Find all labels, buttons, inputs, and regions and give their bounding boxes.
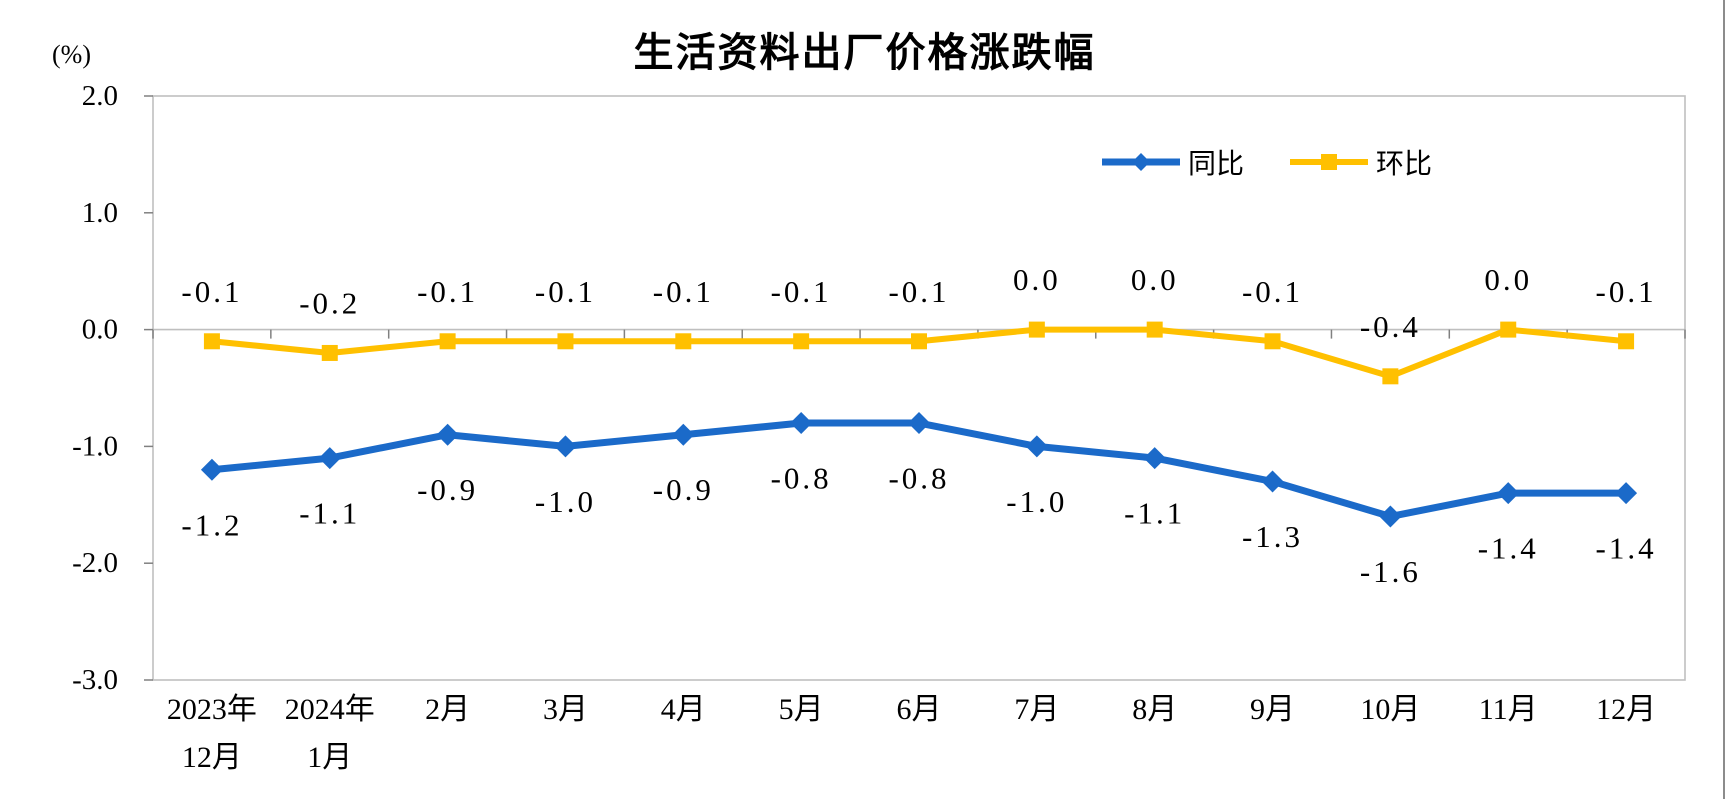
x-axis-category-label: 10月 — [1360, 693, 1420, 726]
plot-border — [152, 95, 1686, 681]
mom-data-point-11 — [1500, 321, 1517, 338]
yoy-data-point-1 — [318, 447, 341, 470]
x-axis-category-label: 3月 — [543, 693, 588, 726]
legend-item-yoy: 同比 — [1100, 142, 1244, 182]
x-axis-category-label: 9月 — [1250, 693, 1295, 726]
mom-data-point-7 — [1028, 321, 1045, 338]
x-axis-category-label: 6月 — [897, 693, 942, 726]
yoy-data-point-8 — [1143, 447, 1166, 470]
mom-data-label-9: -0.1 — [1242, 274, 1303, 309]
yoy-line-diamond-icon — [1102, 153, 1180, 171]
mom-data-label-6: -0.1 — [888, 274, 949, 309]
x-axis-category-label: 2023年 — [167, 693, 257, 726]
mom-data-label-11: 0.0 — [1484, 262, 1532, 297]
yoy-data-point-9 — [1261, 470, 1284, 493]
yoy-data-point-2 — [436, 423, 459, 446]
x-axis-category-label: 12月 — [1596, 693, 1656, 726]
legend-label-mom: 环比 — [1376, 148, 1433, 179]
mom-data-label-10: -0.4 — [1360, 309, 1421, 344]
mom-data-point-5 — [793, 333, 810, 350]
yoy-data-label-9: -1.3 — [1242, 519, 1303, 554]
mom-data-point-9 — [1264, 333, 1281, 350]
legend-item-mom: 环比 — [1288, 142, 1432, 182]
x-axis-category-label: 11月 — [1479, 693, 1538, 726]
mom-line-square-icon — [1290, 154, 1369, 170]
yoy-data-label-0: -1.2 — [181, 507, 242, 542]
yoy-data-label-2: -0.9 — [417, 472, 478, 507]
mom-data-label-7: 0.0 — [1013, 262, 1061, 297]
mom-data-point-1 — [321, 344, 338, 361]
yoy-data-point-3 — [554, 435, 577, 458]
yoy-data-label-11: -1.4 — [1478, 531, 1539, 566]
yoy-data-point-4 — [672, 423, 695, 446]
yoy-data-label-5: -0.8 — [771, 461, 832, 496]
y-axis-unit-label: (%) — [52, 40, 91, 69]
legend-label-yoy: 同比 — [1188, 148, 1245, 179]
mom-data-point-8 — [1146, 321, 1163, 338]
legend: 同比 环比 — [1100, 142, 1432, 182]
yoy-data-point-6 — [908, 412, 930, 435]
yoy-data-label-6: -0.8 — [888, 461, 949, 496]
x-axis-category-label-line2: 1月 — [307, 741, 352, 774]
y-axis-tick-label: 1.0 — [82, 197, 118, 229]
mom-data-label-5: -0.1 — [771, 274, 832, 309]
mom-data-label-0: -0.1 — [181, 274, 242, 309]
yoy-data-point-7 — [1025, 435, 1048, 458]
yoy-data-label-4: -0.9 — [653, 472, 714, 507]
mom-data-label-8: 0.0 — [1131, 262, 1179, 297]
mom-data-point-4 — [675, 333, 692, 350]
mom-data-point-2 — [439, 333, 456, 350]
mom-data-label-3: -0.1 — [535, 274, 596, 309]
y-axis-tick-label: 2.0 — [82, 80, 118, 112]
yoy-data-label-3: -1.0 — [535, 484, 596, 519]
yoy-data-point-0 — [200, 458, 223, 481]
screen-right-edge — [1723, 0, 1725, 799]
y-axis-tick-label: -2.0 — [72, 547, 118, 579]
x-axis-category-label: 2月 — [425, 693, 470, 726]
yoy-data-point-11 — [1497, 482, 1520, 505]
yoy-data-label-7: -1.0 — [1006, 484, 1067, 519]
yoy-data-label-1: -1.1 — [299, 496, 360, 531]
yoy-data-point-10 — [1379, 505, 1402, 528]
mom-data-point-6 — [911, 333, 927, 350]
x-axis-category-label: 4月 — [661, 693, 706, 726]
y-axis-tick-label: 0.0 — [82, 314, 118, 346]
yoy-data-point-5 — [790, 412, 813, 435]
x-axis-category-label: 5月 — [779, 693, 824, 726]
mom-data-point-12 — [1618, 333, 1635, 350]
mom-data-label-4: -0.1 — [653, 274, 714, 309]
x-axis-category-label: 2024年 — [285, 693, 375, 726]
yoy-data-label-12: -1.4 — [1596, 531, 1657, 566]
yoy-data-label-10: -1.6 — [1360, 554, 1421, 589]
x-axis-category-label: 7月 — [1014, 693, 1059, 726]
chart-title: 生活资料出厂价格涨跌幅 — [633, 31, 1096, 75]
yoy-data-point-12 — [1615, 482, 1638, 505]
x-axis-category-label-line2: 12月 — [182, 741, 242, 774]
mom-data-label-12: -0.1 — [1596, 274, 1657, 309]
y-axis-tick-label: -3.0 — [72, 664, 118, 696]
yoy-data-label-8: -1.1 — [1124, 496, 1185, 531]
x-axis-category-label: 8月 — [1132, 693, 1177, 726]
mom-data-point-10 — [1382, 368, 1399, 385]
y-axis-tick-label: -1.0 — [72, 430, 118, 462]
mom-data-point-0 — [203, 333, 220, 350]
mom-data-point-3 — [557, 333, 574, 350]
mom-data-label-1: -0.2 — [299, 285, 360, 320]
mom-data-label-2: -0.1 — [417, 274, 478, 309]
